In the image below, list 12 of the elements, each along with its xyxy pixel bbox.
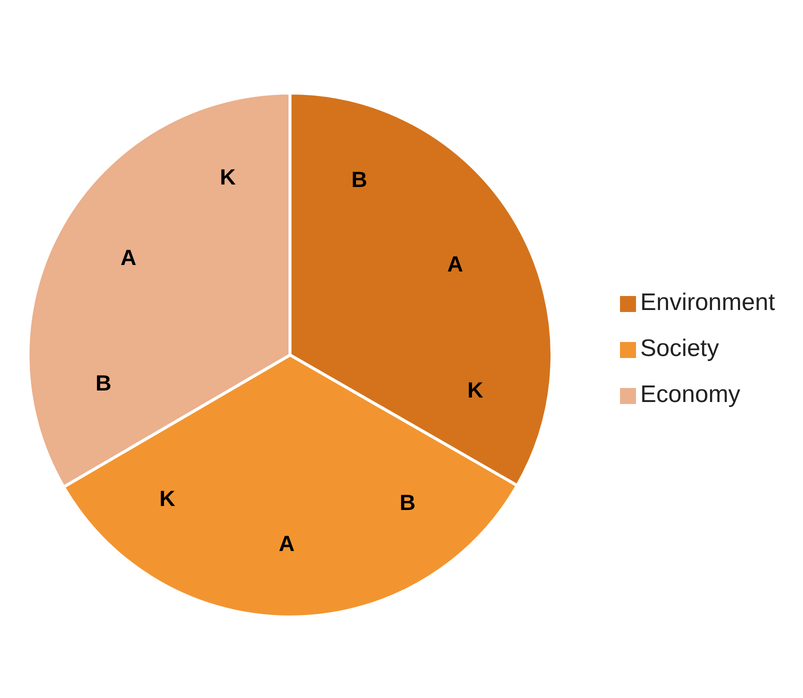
text: B: [400, 490, 416, 516]
legend-label: Society: [640, 335, 719, 362]
text: B: [96, 370, 112, 396]
text: K: [467, 378, 484, 403]
text: K: [159, 486, 176, 511]
legend-label: Environment: [640, 289, 775, 316]
legend-label: Economy: [640, 381, 740, 408]
text: B: [351, 167, 368, 192]
text: K: [220, 164, 236, 190]
text: A: [278, 531, 295, 556]
text: A: [120, 245, 136, 270]
text: A: [447, 251, 464, 276]
